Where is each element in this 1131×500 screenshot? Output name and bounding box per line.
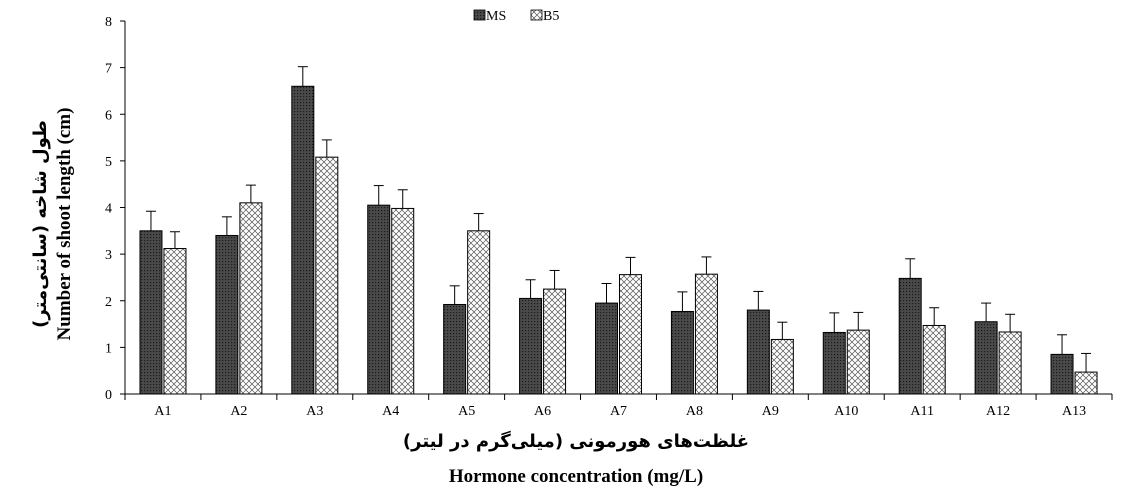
bar-b5-a1 bbox=[163, 248, 187, 395]
y-tick-label: 2 bbox=[105, 295, 112, 310]
bar-b5-a13 bbox=[1074, 371, 1098, 395]
x-tick-label: A6 bbox=[534, 404, 551, 419]
y-axis-ticks: 0 1 2 3 4 5 6 7 8 bbox=[105, 15, 125, 403]
bar-b5-a4 bbox=[391, 207, 415, 395]
x-tick-label: A11 bbox=[910, 404, 934, 419]
x-tick-label: A4 bbox=[382, 404, 399, 419]
x-tick-label: A9 bbox=[762, 404, 779, 419]
x-axis-ticks: A1 A2 A3 A4 A5 A6 A7 A8 A9 A10 A11 A12 A13 bbox=[124, 394, 1113, 419]
x-tick-label: A7 bbox=[610, 404, 627, 419]
bar-ms-a3 bbox=[291, 85, 315, 395]
y-tick-label: 5 bbox=[105, 155, 112, 170]
x-tick-label: A13 bbox=[1062, 404, 1086, 419]
bar-ms-a9 bbox=[746, 309, 770, 395]
bar-ms-a10 bbox=[822, 331, 846, 395]
bar-ms-a4 bbox=[367, 204, 391, 395]
bar-ms-a13 bbox=[1050, 353, 1074, 395]
x-tick-label: A3 bbox=[306, 404, 323, 419]
y-tick-label: 8 bbox=[105, 15, 112, 30]
x-tick-label: A2 bbox=[230, 404, 247, 419]
y-tick-label: 3 bbox=[105, 248, 112, 263]
bar-b5-a7 bbox=[619, 274, 642, 395]
x-tick-label: A10 bbox=[834, 404, 858, 419]
x-tick-label: A12 bbox=[986, 404, 1010, 419]
y-tick-label: 4 bbox=[105, 202, 112, 217]
bar-b5-a11 bbox=[922, 324, 946, 395]
legend-label-b5: B5 bbox=[543, 9, 559, 24]
bar-b5-a5 bbox=[467, 230, 491, 395]
bar-ms-a11 bbox=[898, 277, 922, 395]
bar-ms-a1 bbox=[139, 230, 163, 395]
bar-b5-a12 bbox=[998, 331, 1022, 395]
x-tick-label: A5 bbox=[458, 404, 475, 419]
y-tick-label: 7 bbox=[105, 62, 112, 77]
legend-swatch-b5 bbox=[530, 9, 543, 21]
bar-ms-a8 bbox=[670, 310, 694, 395]
legend: MS B5 bbox=[473, 9, 559, 24]
bar-ms-a6 bbox=[519, 297, 543, 395]
bar-b5-a6 bbox=[543, 288, 567, 395]
x-axis-title-en: Hormone concentration (mg/L) bbox=[449, 466, 703, 487]
x-axis-title-fa: غلظت‌های هورمونی (میلی‌گرم در لیتر) bbox=[403, 430, 749, 452]
y-axis-title-fa: طول شاخه (سانتی‌متر) bbox=[30, 120, 51, 328]
bar-b5-a8 bbox=[694, 273, 718, 395]
bar-ms-a7 bbox=[595, 302, 618, 395]
y-tick-label: 0 bbox=[105, 388, 112, 403]
y-tick-label: 6 bbox=[105, 108, 112, 123]
bar-ms-a2 bbox=[215, 234, 239, 395]
y-axis-title-en: Number of shoot length (cm) bbox=[54, 108, 75, 341]
x-tick-label: A1 bbox=[154, 404, 171, 419]
legend-swatch-ms bbox=[473, 9, 486, 21]
bar-b5-a2 bbox=[239, 202, 263, 395]
bar-b5-a3 bbox=[315, 156, 339, 395]
bar-b5-a10 bbox=[846, 329, 870, 395]
x-tick-label: A8 bbox=[686, 404, 703, 419]
bar-b5-a9 bbox=[770, 338, 794, 395]
bar-ms-a5 bbox=[443, 303, 467, 395]
bars bbox=[139, 66, 1098, 395]
legend-label-ms: MS bbox=[486, 9, 506, 24]
y-tick-label: 1 bbox=[105, 341, 112, 356]
bar-ms-a12 bbox=[974, 321, 998, 395]
